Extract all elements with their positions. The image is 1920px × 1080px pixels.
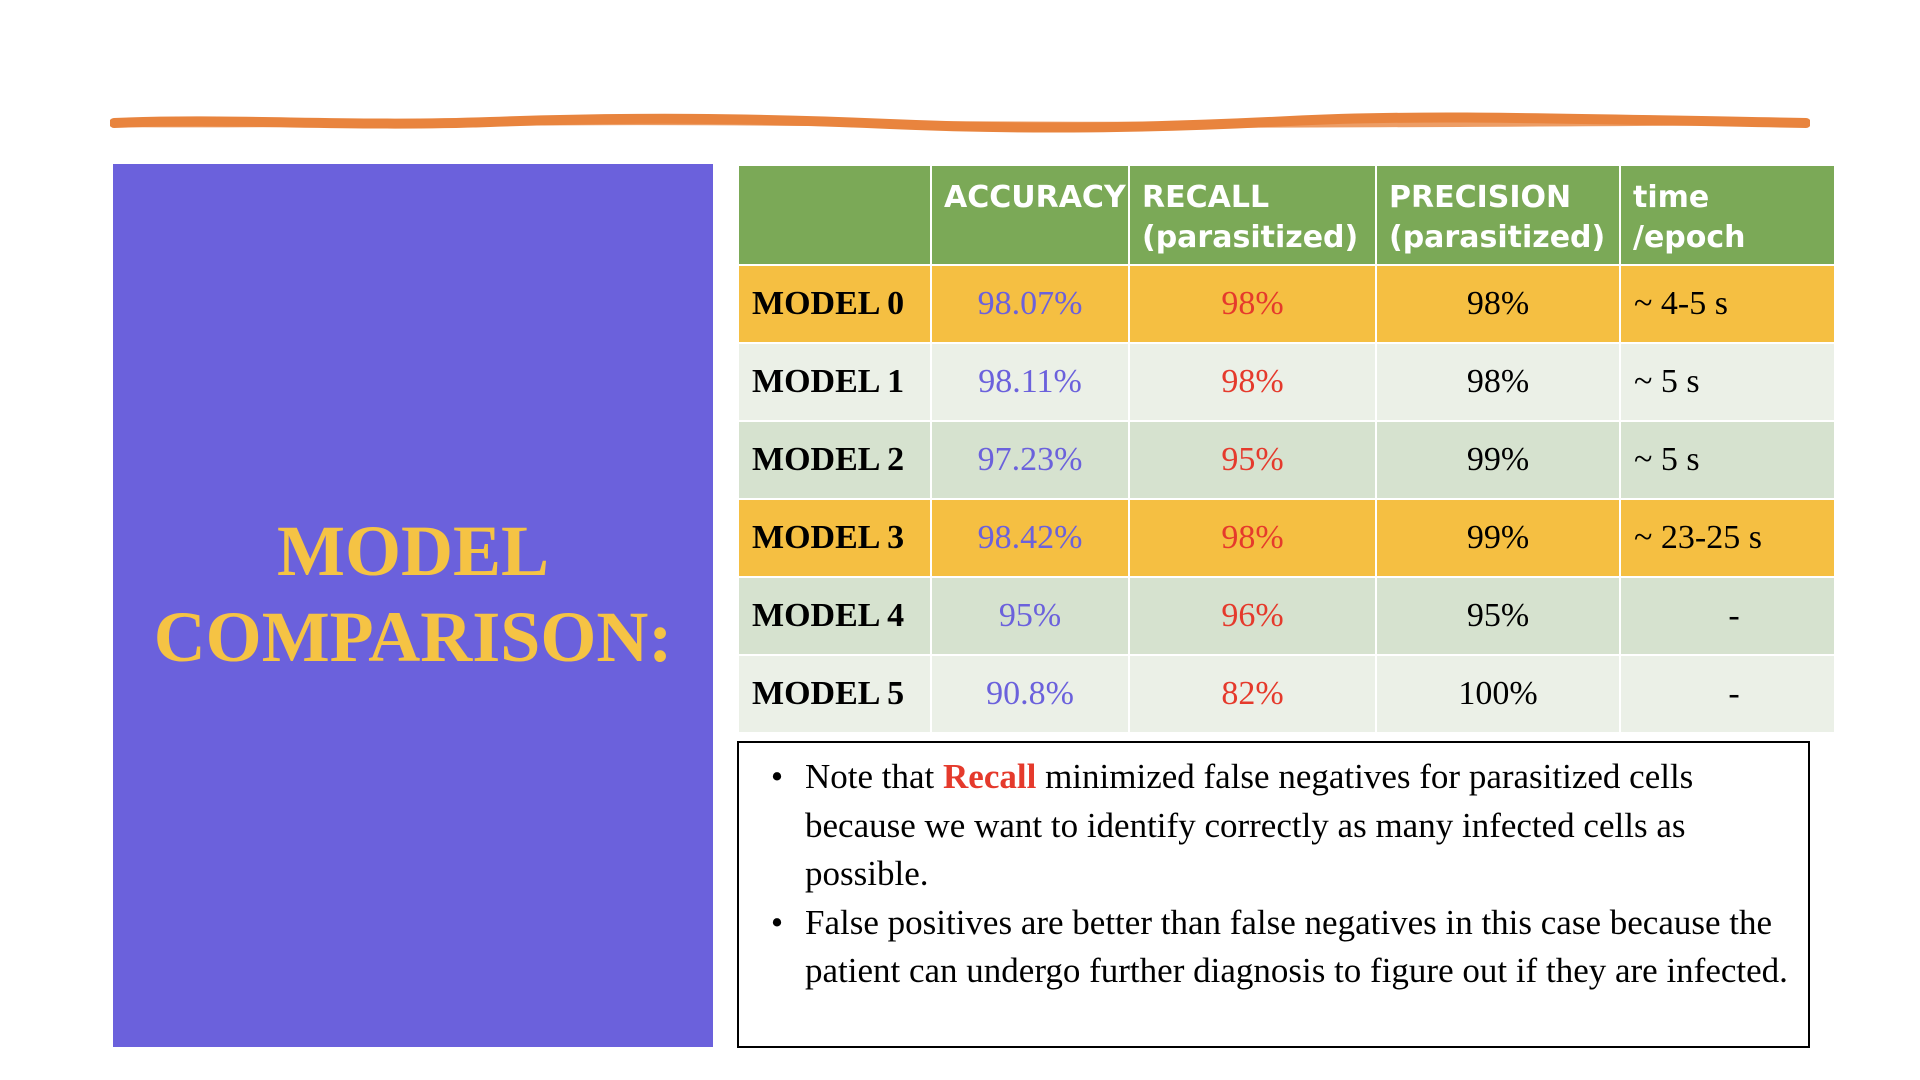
header-recall-line-2: (parasitized) bbox=[1142, 220, 1359, 255]
bullet-icon: • bbox=[770, 902, 784, 942]
recall-highlight: Recall bbox=[943, 757, 1037, 796]
note-text: False positives are better than false ne… bbox=[805, 902, 1788, 991]
header-precision-line-1: PRECISION bbox=[1389, 180, 1572, 215]
notes-box: • Note that Recall minimized false negat… bbox=[737, 741, 1810, 1048]
precision-cell: 100% bbox=[1375, 654, 1621, 734]
table-header-row: ACCURACY RECALL (parasitized) PRECISION … bbox=[737, 164, 1836, 266]
accuracy-cell: 98.07% bbox=[930, 264, 1130, 344]
recall-cell: 82% bbox=[1128, 654, 1377, 734]
time-cell: ~ 5 s bbox=[1619, 342, 1836, 422]
slide-title: MODEL COMPARISON: bbox=[154, 508, 673, 680]
bullet-icon: • bbox=[770, 757, 784, 796]
title-line-2: COMPARISON: bbox=[153, 596, 673, 677]
time-cell: ~ 5 s bbox=[1619, 420, 1836, 500]
header-recall-line-1: RECALL bbox=[1142, 180, 1270, 215]
header-accuracy: ACCURACY bbox=[930, 164, 1130, 266]
header-time-per-epoch: time /epoch bbox=[1619, 164, 1836, 266]
header-precision: PRECISION (parasitized) bbox=[1375, 164, 1621, 266]
precision-cell: 99% bbox=[1375, 498, 1621, 578]
accuracy-cell: 95% bbox=[930, 576, 1130, 656]
precision-cell: 95% bbox=[1375, 576, 1621, 656]
accuracy-cell: 98.42% bbox=[930, 498, 1130, 578]
model-name-cell: MODEL 1 bbox=[737, 342, 932, 422]
note-item: • False positives are better than false … bbox=[749, 899, 1788, 996]
recall-cell: 98% bbox=[1128, 498, 1377, 578]
accuracy-cell: 98.11% bbox=[930, 342, 1130, 422]
time-cell: - bbox=[1619, 654, 1836, 734]
accuracy-cell: 90.8% bbox=[930, 654, 1130, 734]
table-row: MODEL 5 90.8% 82% 100% - bbox=[737, 654, 1836, 734]
model-name-cell: MODEL 2 bbox=[737, 420, 932, 500]
note-prefix: Note that bbox=[805, 757, 944, 796]
model-name-cell: MODEL 4 bbox=[737, 576, 932, 656]
header-precision-line-2: (parasitized) bbox=[1389, 220, 1606, 255]
recall-cell: 96% bbox=[1128, 576, 1377, 656]
note-item: • Note that Recall minimized false negat… bbox=[749, 753, 1788, 899]
title-line-1: MODEL bbox=[276, 510, 549, 591]
precision-cell: 99% bbox=[1375, 420, 1621, 500]
note-text: Note that Recall minimized false negativ… bbox=[805, 753, 1788, 899]
precision-cell: 98% bbox=[1375, 342, 1621, 422]
note-suffix: minimized false negatives for parasitize… bbox=[805, 757, 1694, 893]
title-panel: MODEL COMPARISON: bbox=[113, 164, 713, 1047]
table-row: MODEL 0 98.07% 98% 98% ~ 4-5 s bbox=[737, 264, 1836, 344]
accuracy-cell: 97.23% bbox=[930, 420, 1130, 500]
model-name-cell: MODEL 3 bbox=[737, 498, 932, 578]
table-row: MODEL 3 98.42% 98% 99% ~ 23-25 s bbox=[737, 498, 1836, 578]
model-name-cell: MODEL 0 bbox=[737, 264, 932, 344]
recall-cell: 95% bbox=[1128, 420, 1377, 500]
time-cell: ~ 23-25 s bbox=[1619, 498, 1836, 578]
table-row: MODEL 2 97.23% 95% 99% ~ 5 s bbox=[737, 420, 1836, 500]
recall-cell: 98% bbox=[1128, 264, 1377, 344]
model-comparison-table: ACCURACY RECALL (parasitized) PRECISION … bbox=[737, 164, 1836, 734]
header-model bbox=[737, 164, 932, 266]
decorative-brush-stroke bbox=[110, 112, 1810, 133]
precision-cell: 98% bbox=[1375, 264, 1621, 344]
table-row: MODEL 4 95% 96% 95% - bbox=[737, 576, 1836, 656]
recall-cell: 98% bbox=[1128, 342, 1377, 422]
time-cell: ~ 4-5 s bbox=[1619, 264, 1836, 344]
model-name-cell: MODEL 5 bbox=[737, 654, 932, 734]
header-recall: RECALL (parasitized) bbox=[1128, 164, 1377, 266]
table-row: MODEL 1 98.11% 98% 98% ~ 5 s bbox=[737, 342, 1836, 422]
time-cell: - bbox=[1619, 576, 1836, 656]
